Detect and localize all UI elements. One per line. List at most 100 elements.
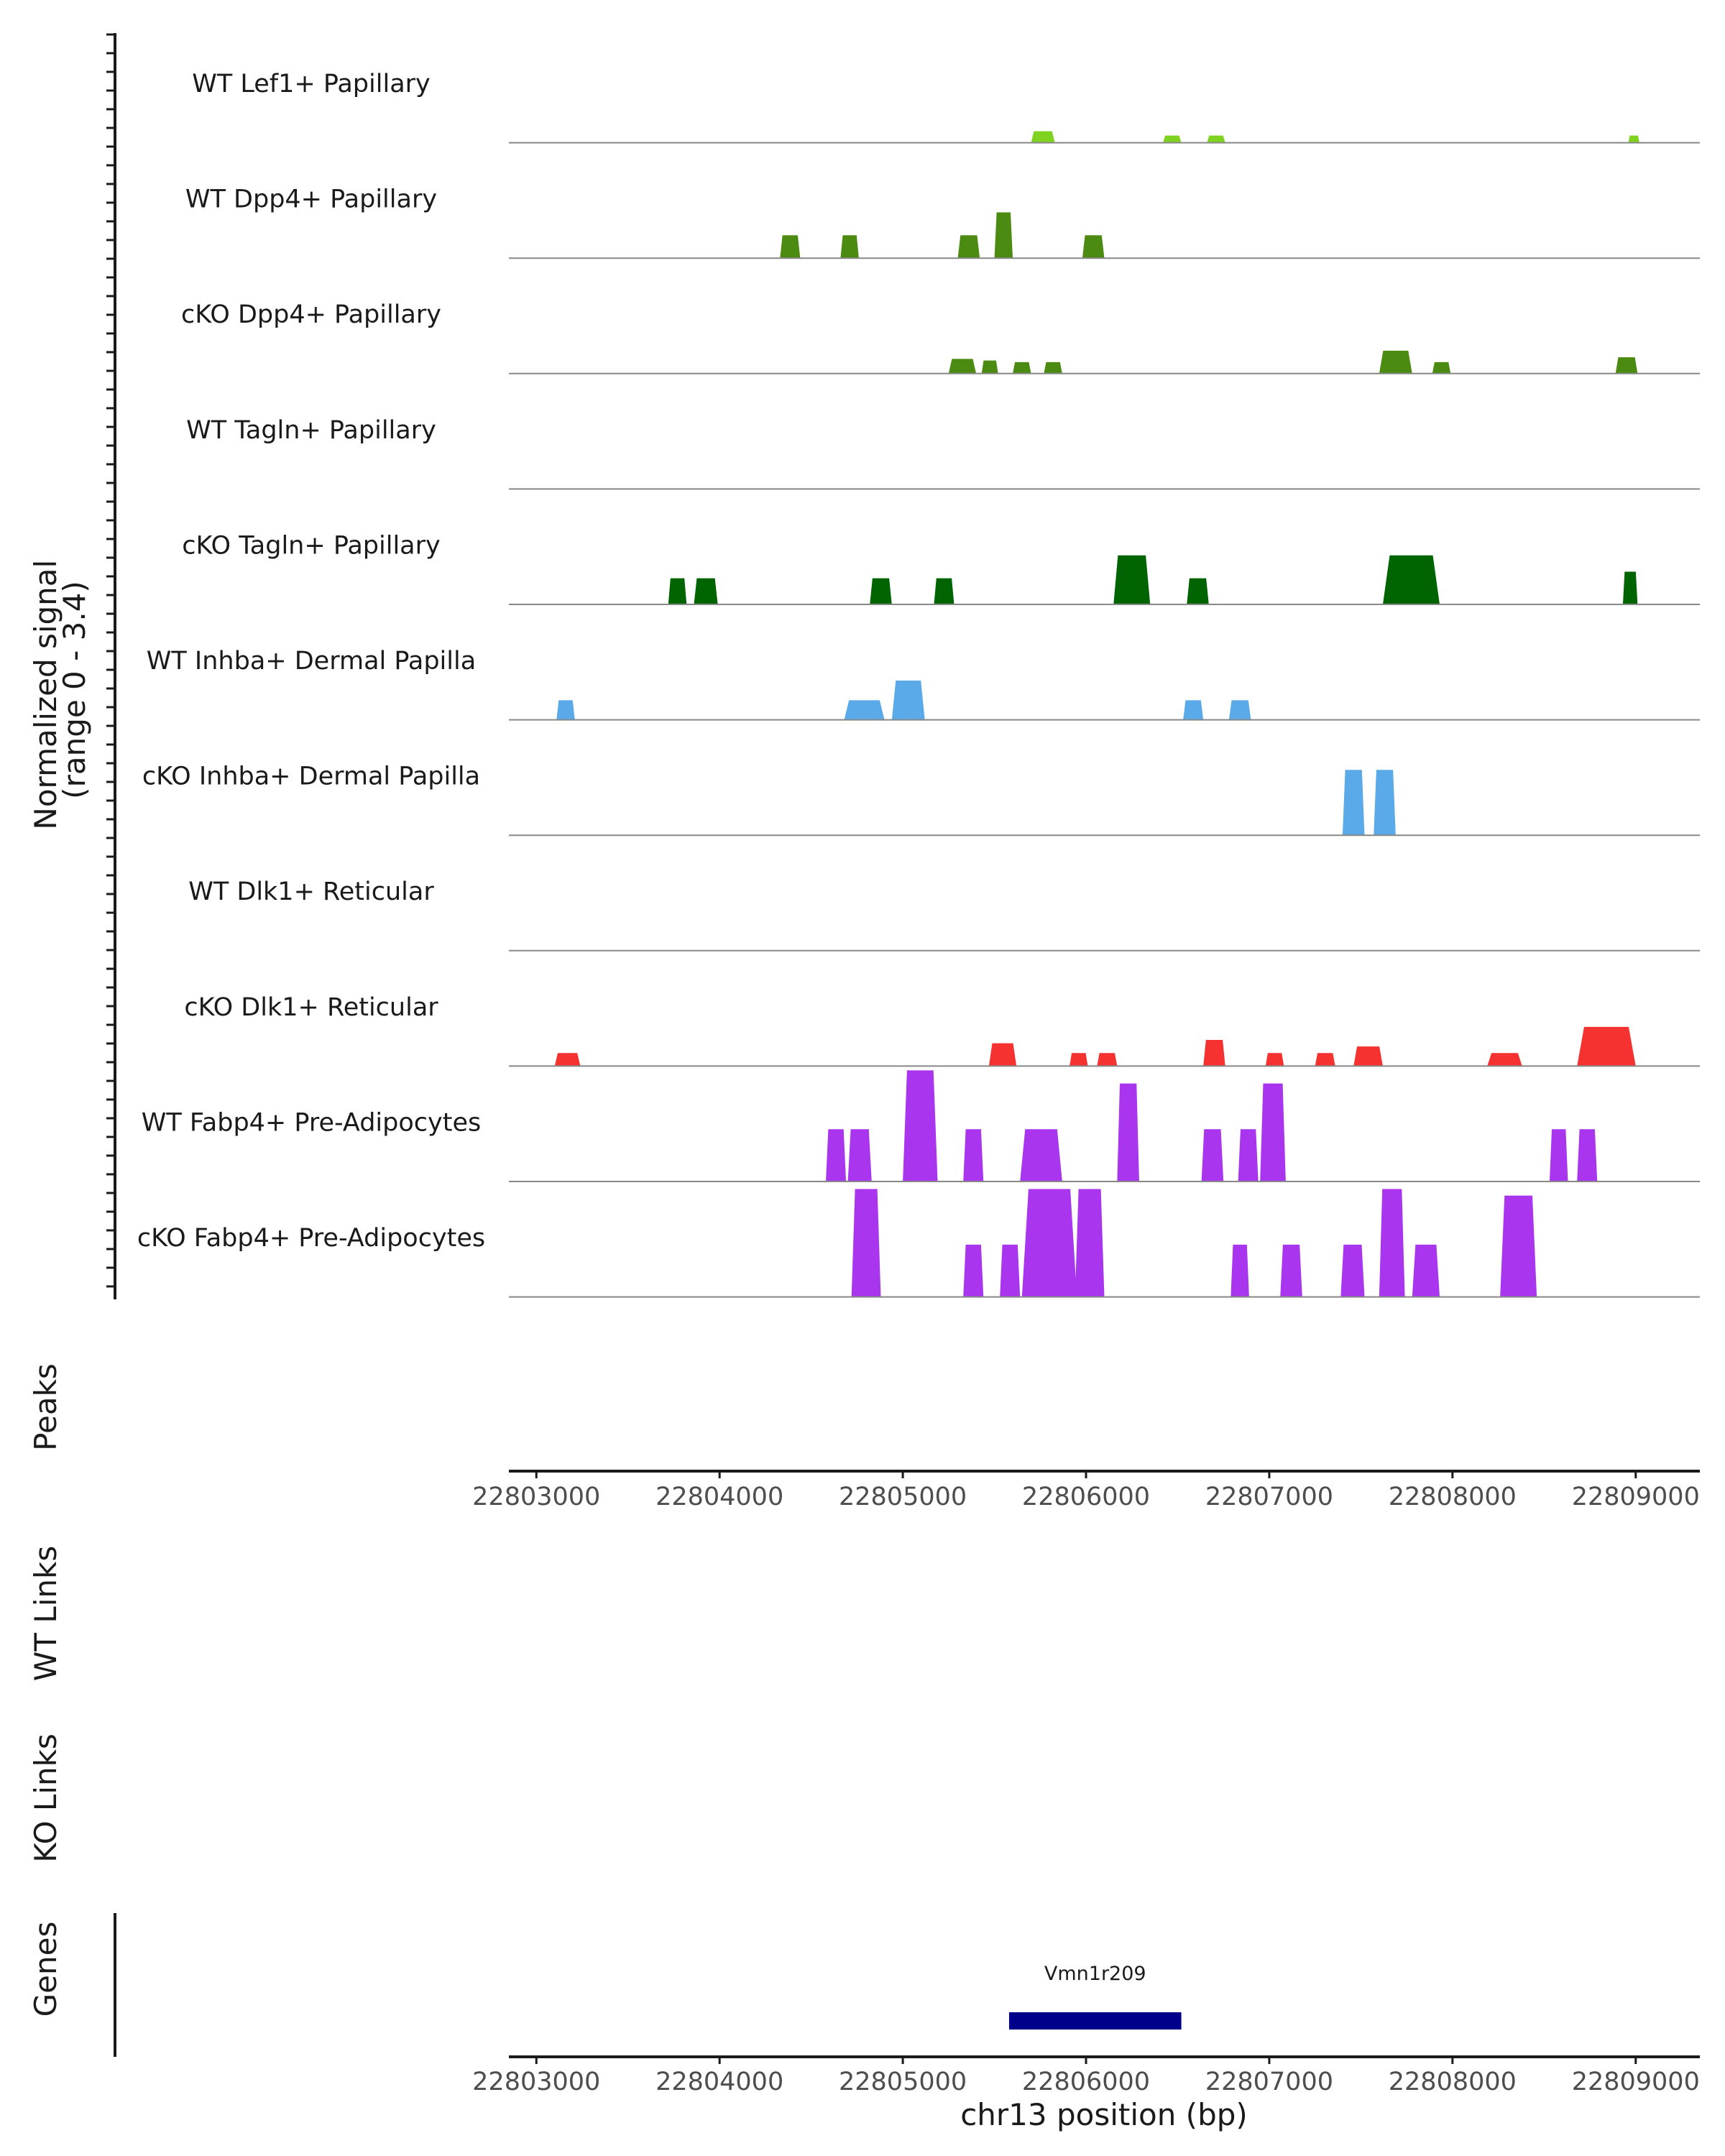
peaks-x-axis-ticks: 22803000 22804000 22805000 22806000 22807000…	[472, 1471, 1700, 1511]
signal-peak	[1412, 1244, 1440, 1297]
signal-peak	[1342, 770, 1365, 836]
signal-peak	[1020, 1129, 1062, 1181]
signal-peak	[1260, 1083, 1286, 1181]
signal-peak	[1031, 131, 1055, 143]
x-tick-label: 22805000	[839, 2068, 967, 2096]
coverage-y-ticks	[106, 33, 115, 1288]
signal-peak	[1432, 361, 1451, 374]
signal-peak	[1353, 1046, 1383, 1067]
x-tick-label: 22809000	[1572, 1483, 1700, 1511]
signal-peak	[1374, 770, 1396, 836]
track-wt-tagln-papillary: WT Tagln+ Papillary	[186, 416, 1700, 490]
signal-peak	[1379, 350, 1412, 374]
signal-peak	[1379, 1189, 1405, 1297]
signal-peak	[1549, 1129, 1568, 1181]
signal-peak	[903, 1070, 938, 1181]
signal-peak	[948, 359, 977, 374]
x-tick-label: 22805000	[839, 1483, 967, 1511]
x-tick-label: 22808000	[1389, 1483, 1517, 1511]
signal-peak	[844, 700, 885, 720]
signal-peak	[1187, 578, 1209, 604]
signal-peak	[554, 1053, 581, 1067]
track-wt-dlk1-reticular: WT Dlk1+ Reticular	[188, 877, 1700, 952]
genes-x-axis-ticks: 22803000 22804000 22805000 22806000 22807000…	[472, 2057, 1700, 2096]
coverage-tracks: WT Lef1+ Papillary WT Dpp4+ Papillary cKO …	[137, 70, 1700, 1298]
track-wt-lef1-papillary: WT Lef1+ Papillary	[192, 70, 1700, 144]
x-tick-label: 22806000	[1022, 1483, 1150, 1511]
track-label: WT Inhba+ Dermal Papilla	[147, 647, 476, 676]
signal-peak	[1487, 1053, 1522, 1067]
signal-peak	[1000, 1244, 1021, 1297]
track-label: WT Tagln+ Papillary	[186, 416, 436, 445]
signal-peak	[1577, 1026, 1636, 1067]
x-tick-label: 22808000	[1389, 2068, 1517, 2096]
signal-peak	[1163, 135, 1182, 143]
signal-peak	[988, 1043, 1017, 1067]
x-tick-label: 22807000	[1205, 2068, 1333, 2096]
signal-peak	[1075, 1189, 1105, 1297]
signal-peak	[963, 1244, 984, 1297]
track-cko-inhba-dermal-papilla: cKO Inhba+ Dermal Papilla	[142, 763, 1700, 837]
signal-peak	[934, 578, 954, 604]
signal-peak	[1622, 571, 1638, 604]
signal-peak	[851, 1189, 881, 1297]
y-axis-title: Normalized signal (range 0 - 3.4)	[28, 550, 92, 829]
signal-peak	[847, 1129, 872, 1181]
signal-peak	[1382, 555, 1440, 604]
signal-peak	[668, 578, 687, 604]
x-tick-label: 22804000	[656, 1483, 783, 1511]
signal-peak	[957, 235, 980, 259]
track-label: cKO Dpp4+ Papillary	[181, 300, 441, 329]
genes-panel-label: Genes	[28, 1922, 63, 2017]
track-label: cKO Tagln+ Papillary	[182, 531, 441, 560]
x-axis-title: chr13 position (bp)	[960, 2097, 1248, 2132]
x-tick-label: 22806000	[1022, 2068, 1150, 2096]
track-cko-tagln-papillary: cKO Tagln+ Papillary	[182, 531, 1700, 605]
signal-peak	[1340, 1244, 1365, 1297]
track-label: WT Lef1+ Papillary	[192, 70, 431, 98]
x-tick-label: 22803000	[472, 1483, 600, 1511]
track-wt-fabp4-pre-adipocytes: WT Fabp4+ Pre-Adipocytes	[142, 1070, 1700, 1182]
track-label: cKO Dlk1+ Reticular	[184, 993, 438, 1022]
signal-peak	[826, 1129, 847, 1181]
signal-peak	[1628, 135, 1639, 143]
signal-peak	[870, 578, 892, 604]
signal-peak	[1230, 1244, 1249, 1297]
signal-peak	[1280, 1244, 1302, 1297]
track-label: WT Fabp4+ Pre-Adipocytes	[142, 1108, 481, 1137]
signal-peak	[1238, 1129, 1259, 1181]
x-tick-label: 22809000	[1572, 2068, 1700, 2096]
signal-peak	[1577, 1129, 1598, 1181]
signal-peak	[891, 681, 925, 720]
signal-peak	[1113, 555, 1151, 604]
gene-annotations: Vmn1r209	[1008, 1963, 1182, 2030]
signal-peak	[1265, 1053, 1284, 1067]
signal-peak	[780, 235, 801, 259]
track-label: cKO Fabp4+ Pre-Adipocytes	[137, 1224, 485, 1253]
signal-peak	[694, 578, 718, 604]
signal-peak	[994, 212, 1013, 259]
signal-peak	[1117, 1083, 1139, 1181]
signal-peak	[1228, 700, 1251, 720]
y-axis-title-line1: Normalized signal	[28, 560, 63, 830]
track-cko-dlk1-reticular: cKO Dlk1+ Reticular	[184, 993, 1700, 1067]
signal-peak	[1183, 700, 1204, 720]
signal-peak	[981, 360, 998, 374]
signal-peak	[1203, 1040, 1225, 1067]
x-tick-label: 22804000	[656, 2068, 783, 2096]
signal-peak	[1097, 1053, 1118, 1067]
signal-peak	[1070, 1053, 1088, 1067]
signal-peak	[1315, 1053, 1335, 1067]
x-tick-label: 22807000	[1205, 1483, 1333, 1511]
track-cko-fabp4-pre-adipocytes: cKO Fabp4+ Pre-Adipocytes	[137, 1189, 1700, 1298]
signal-peak	[840, 235, 859, 259]
y-axis-title-line2: (range 0 - 3.4)	[57, 581, 92, 799]
signal-peak	[1500, 1195, 1537, 1297]
signal-peak	[1201, 1129, 1224, 1181]
track-wt-inhba-dermal-papilla: WT Inhba+ Dermal Papilla	[147, 647, 1700, 721]
track-wt-dpp4-papillary: WT Dpp4+ Papillary	[185, 185, 1700, 259]
signal-peak	[1082, 235, 1105, 259]
signal-peak	[556, 700, 575, 720]
signal-peak	[1013, 361, 1031, 374]
